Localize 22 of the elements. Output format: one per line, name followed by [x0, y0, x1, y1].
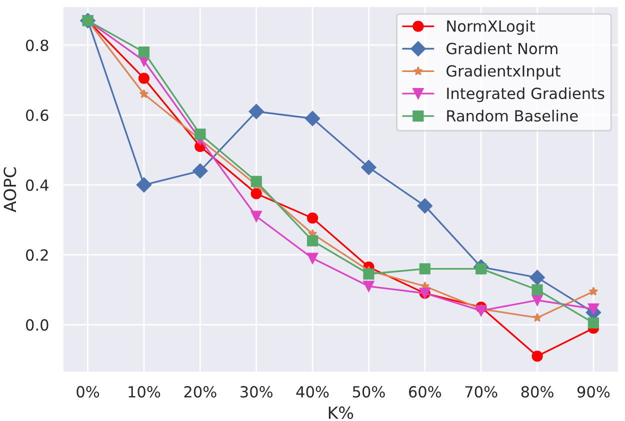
x-tick-label: 70%	[465, 386, 498, 398]
y-tick-label: 0.2	[26, 249, 48, 261]
x-tick-label: 90%	[577, 386, 610, 398]
x-tick-label: 80%	[521, 386, 554, 398]
x-tick-label: 60%	[408, 386, 442, 398]
x-tick-label: 50%	[352, 386, 385, 398]
x-axis-title: K%	[328, 406, 354, 420]
y-tick-label: 0.6	[26, 109, 48, 122]
x-tick-label: 10%	[128, 386, 160, 398]
x-tick-label: 40%	[296, 386, 329, 398]
y-axis-title: AOPC	[4, 167, 16, 212]
legend-label: GradientxInput	[446, 64, 560, 80]
legend-label: NormXLogit	[447, 20, 535, 35]
y-tick-label: 0.4	[26, 179, 48, 191]
legend-label: Gradient Norm	[446, 42, 558, 54]
legend-label: Random Baseline	[447, 110, 578, 122]
x-tick-label: 0%	[76, 386, 100, 398]
legend-label: Integrated Gradients	[447, 87, 604, 102]
y-tick-label: 0.0	[26, 319, 48, 331]
x-tick-label: 20%	[184, 386, 216, 398]
x-tick-label: 30%	[240, 386, 272, 398]
y-tick-label: 0.8	[26, 40, 48, 52]
